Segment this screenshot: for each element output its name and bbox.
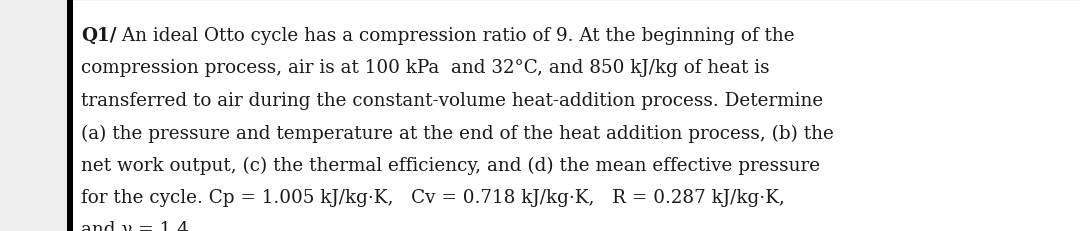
Text: An ideal Otto cycle has a compression ratio of 9. At the beginning of the: An ideal Otto cycle has a compression ra… [117, 27, 795, 45]
Text: Q1/: Q1/ [81, 27, 117, 45]
Text: and γ = 1.4 .: and γ = 1.4 . [81, 220, 201, 231]
Bar [67, 0, 73, 231]
Bar [0, 0, 67, 231]
Text: transferred to air during the constant-volume heat-addition process. Determine: transferred to air during the constant-v… [81, 91, 823, 109]
Text: for the cycle. Cp = 1.005 kJ/kg·K,   Cv = 0.718 kJ/kg·K,   R = 0.287 kJ/kg·K,: for the cycle. Cp = 1.005 kJ/kg·K, Cv = … [81, 188, 785, 207]
Text: (a) the pressure and temperature at the end of the heat addition process, (b) th: (a) the pressure and temperature at the … [81, 124, 834, 142]
Text: net work output, (c) the thermal efficiency, and (d) the mean effective pressure: net work output, (c) the thermal efficie… [81, 156, 820, 174]
Text: compression process, air is at 100 kPa  and 32°C, and 850 kJ/kg of heat is: compression process, air is at 100 kPa a… [81, 59, 770, 77]
